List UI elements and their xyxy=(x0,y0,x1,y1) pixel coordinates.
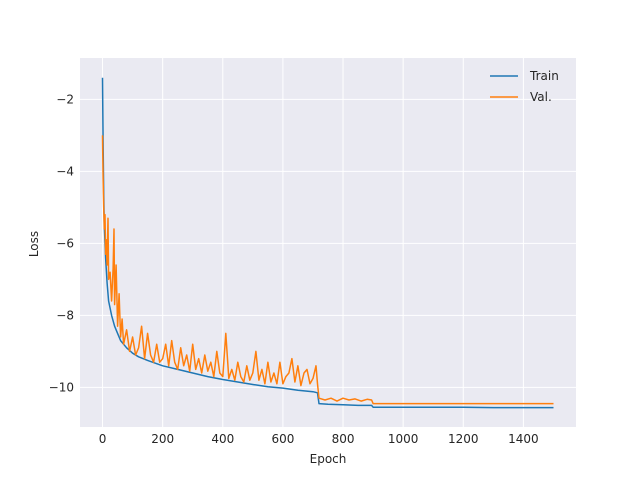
x-tick-label: 1200 xyxy=(448,432,479,446)
plot-background xyxy=(80,58,576,427)
series-line-val xyxy=(101,135,554,405)
legend-label: Val. xyxy=(530,90,552,104)
y-tick-label: −6 xyxy=(56,236,74,250)
x-tick-label: 1400 xyxy=(508,432,539,446)
y-tick-label: −8 xyxy=(56,308,74,322)
x-tick-label: 200 xyxy=(151,432,174,446)
legend: Train Val. xyxy=(490,69,559,104)
x-tick-label: 1000 xyxy=(388,432,419,446)
y-tick-label: −2 xyxy=(56,92,74,106)
grid xyxy=(80,58,576,427)
x-tick-label: 800 xyxy=(332,432,355,446)
y-tick-label: −10 xyxy=(49,380,74,394)
x-tick-label: 0 xyxy=(99,432,107,446)
series-layer xyxy=(101,77,554,409)
series-line-train xyxy=(101,77,554,409)
y-axis-label: Loss xyxy=(27,231,41,257)
y-tick-label: −4 xyxy=(56,164,74,178)
x-tick-label: 400 xyxy=(211,432,234,446)
tick-labels: 0 200 400 600 800 1000 1200 1400 −2 −4 −6 −8 −10 xyxy=(49,92,539,446)
x-tick-label: 600 xyxy=(271,432,294,446)
x-axis-label: Epoch xyxy=(310,452,347,466)
legend-label: Train xyxy=(529,69,559,83)
